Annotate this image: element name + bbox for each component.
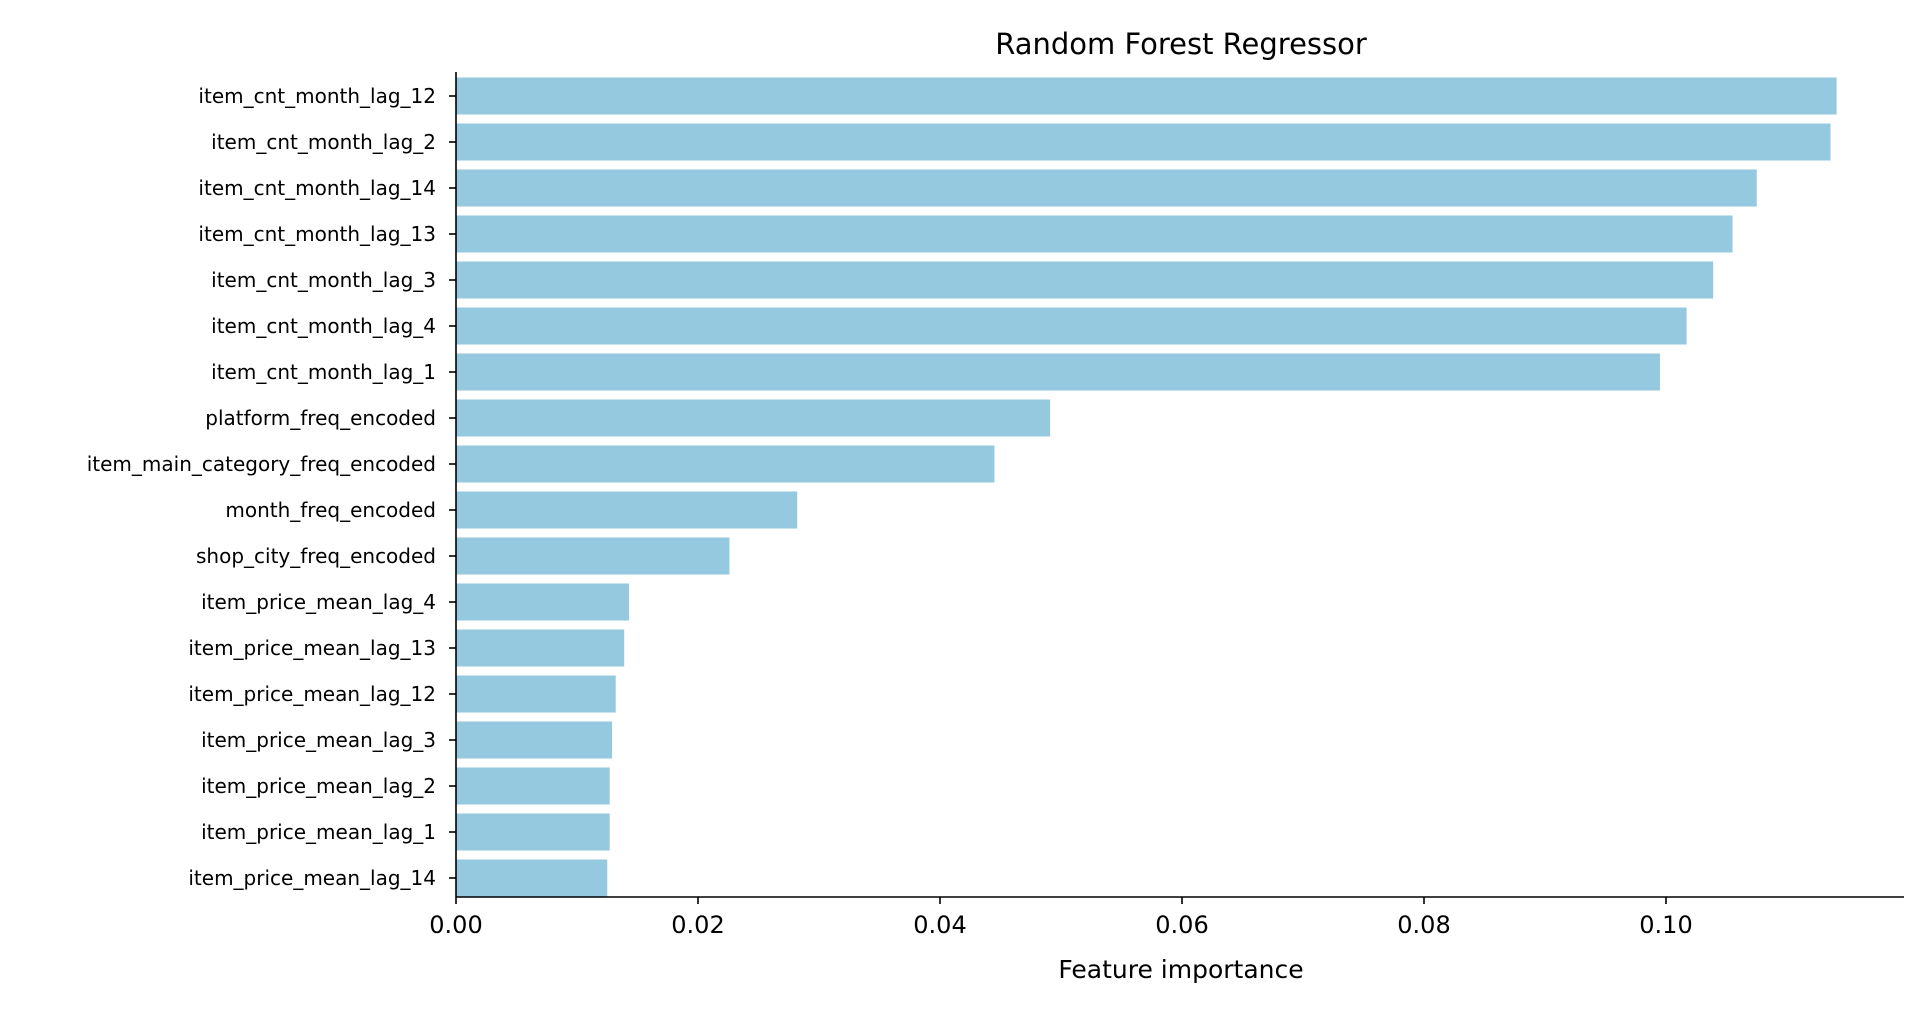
bar-item_price_mean_lag_13: [456, 629, 625, 667]
y-tick-label: item_price_mean_lag_14: [188, 866, 436, 890]
y-tick-label: item_price_mean_lag_13: [188, 636, 436, 660]
x-tick-label: 0.08: [1397, 911, 1450, 939]
bar-month_freq_encoded: [456, 491, 798, 529]
bar-item_main_category_freq_encoded: [456, 445, 995, 483]
y-tick-label: item_main_category_freq_encoded: [87, 452, 436, 476]
bar-shop_city_freq_encoded: [456, 537, 730, 575]
y-tick-label: month_freq_encoded: [225, 498, 436, 522]
y-tick-label: item_price_mean_lag_3: [201, 728, 436, 752]
y-tick-label: item_cnt_month_lag_12: [198, 84, 436, 108]
y-tick-label: item_price_mean_lag_2: [201, 774, 436, 798]
x-tick-label: 0.00: [429, 911, 482, 939]
bar-item_price_mean_lag_1: [456, 813, 610, 851]
bar-item_price_mean_lag_14: [456, 859, 608, 897]
bar-item_cnt_month_lag_3: [456, 261, 1714, 299]
y-tick-label: item_price_mean_lag_4: [201, 590, 436, 614]
y-tick-label: shop_city_freq_encoded: [196, 544, 436, 568]
x-tick-label: 0.04: [913, 911, 966, 939]
bar-platform_freq_encoded: [456, 399, 1051, 437]
x-tick-label: 0.10: [1639, 911, 1692, 939]
bar-item_cnt_month_lag_14: [456, 169, 1757, 207]
bar-item_cnt_month_lag_12: [456, 77, 1837, 115]
x-tick-label: 0.06: [1155, 911, 1208, 939]
bar-item_price_mean_lag_3: [456, 721, 613, 759]
x-axis-ticks: 0.00 0.02 0.04 0.06 0.08 0.10: [429, 897, 1693, 939]
chart-title: Random Forest Regressor: [995, 27, 1367, 61]
bar-item_price_mean_lag_12: [456, 675, 616, 713]
bar-item_cnt_month_lag_4: [456, 307, 1687, 345]
y-axis-ticks: item_cnt_month_lag_12 item_cnt_month_lag_…: [87, 84, 456, 890]
bar-item_cnt_month_lag_1: [456, 353, 1660, 391]
bar-item_price_mean_lag_4: [456, 583, 630, 621]
bar-item_price_mean_lag_2: [456, 767, 610, 805]
y-tick-label: item_cnt_month_lag_4: [211, 314, 436, 338]
y-tick-label: item_price_mean_lag_1: [201, 820, 436, 844]
y-tick-label: item_cnt_month_lag_13: [198, 222, 436, 246]
y-tick-label: item_price_mean_lag_12: [188, 682, 436, 706]
y-tick-label: item_cnt_month_lag_3: [211, 268, 436, 292]
y-tick-label: item_cnt_month_lag_2: [211, 130, 436, 154]
bar-item_cnt_month_lag_2: [456, 123, 1831, 161]
bar-item_cnt_month_lag_13: [456, 215, 1733, 253]
y-tick-label: item_cnt_month_lag_14: [198, 176, 436, 200]
bars-group: [456, 77, 1837, 897]
x-axis-label: Feature importance: [1058, 955, 1303, 984]
x-tick-label: 0.02: [671, 911, 724, 939]
y-tick-label: item_cnt_month_lag_1: [211, 360, 436, 384]
y-tick-label: platform_freq_encoded: [205, 406, 436, 430]
